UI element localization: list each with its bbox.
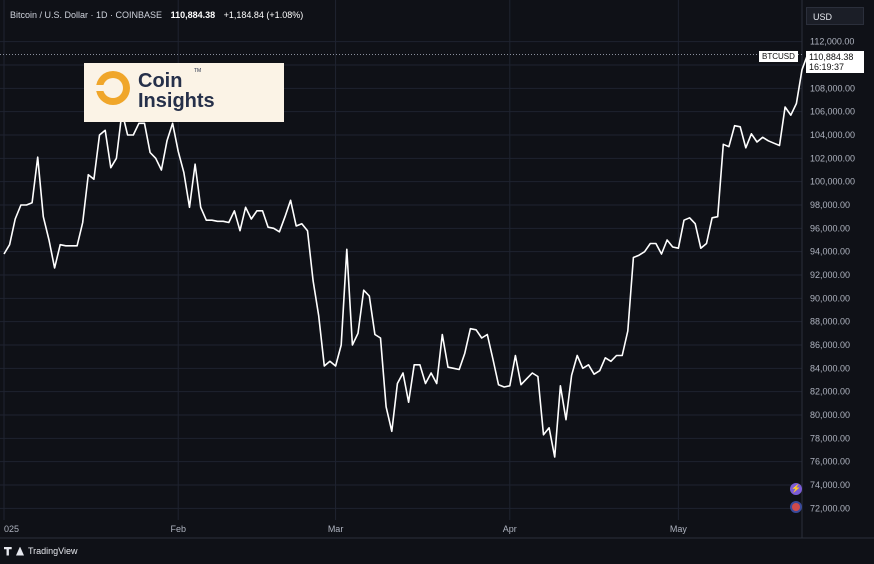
y-tick-label: 98,000.00 — [810, 200, 850, 210]
tradingview-logo-icon-part — [16, 546, 24, 556]
logo-text-coin: Coin — [138, 70, 183, 92]
y-tick-label: 102,000.00 — [810, 153, 855, 163]
x-tick-label: Apr — [503, 524, 517, 534]
y-tick-label: 76,000.00 — [810, 457, 850, 467]
tradingview-footer[interactable]: TradingView — [4, 546, 78, 556]
y-tick-label: 82,000.00 — [810, 387, 850, 397]
y-tick-label: 108,000.00 — [810, 83, 855, 93]
x-tick-label: May — [670, 524, 688, 534]
coin-logo-icon — [94, 71, 130, 105]
price-tag-countdown: 16:19:37 — [809, 62, 845, 72]
price-change: +1,184.84 (+1.08%) — [223, 10, 304, 20]
y-tick-label: 88,000.00 — [810, 317, 850, 327]
tradingview-brand: TradingView — [28, 546, 78, 556]
y-tick-label: 94,000.00 — [810, 247, 850, 257]
tradingview-logo-icon — [4, 546, 12, 556]
flag-icon[interactable] — [790, 501, 802, 513]
y-tick-label: 106,000.00 — [810, 107, 855, 117]
currency-button[interactable]: USD — [806, 7, 864, 25]
y-tick-label: 86,000.00 — [810, 340, 850, 350]
y-tick-label: 78,000.00 — [810, 433, 850, 443]
x-tick-label: Feb — [170, 524, 186, 534]
logo-trademark: TM — [194, 68, 202, 74]
logo-text-insights: Insights — [138, 90, 215, 112]
coin-insights-logo: Coin TM Insights — [84, 63, 284, 122]
y-tick-label: 90,000.00 — [810, 293, 850, 303]
price-tag: 110,884.38 16:19:37 — [806, 51, 864, 73]
last-price: 110,884.38 — [170, 10, 216, 20]
lightning-icon[interactable]: ⚡ — [790, 483, 802, 495]
y-tick-label: 112,000.00 — [810, 37, 854, 47]
y-tick-label: 92,000.00 — [810, 270, 850, 280]
symbol-tag: BTCUSD — [759, 51, 798, 62]
y-tick-label: 72,000.00 — [810, 503, 850, 513]
y-tick-label: 84,000.00 — [810, 363, 850, 373]
y-tick-label: 96,000.00 — [810, 223, 850, 233]
y-tick-label: 100,000.00 — [810, 177, 855, 187]
y-tick-label: 74,000.00 — [810, 480, 850, 490]
x-tick-label: 025 — [4, 524, 19, 534]
y-tick-label: 104,000.00 — [810, 130, 855, 140]
symbol-header: Bitcoin / U.S. Dollar · 1D · COINBASE 11… — [10, 10, 303, 20]
y-tick-label: 80,000.00 — [810, 410, 850, 420]
symbol-description: Bitcoin / U.S. Dollar · 1D · COINBASE — [10, 10, 163, 20]
x-tick-label: Mar — [328, 524, 344, 534]
price-series-line — [3, 54, 809, 458]
price-tag-value: 110,884.38 — [809, 52, 854, 62]
